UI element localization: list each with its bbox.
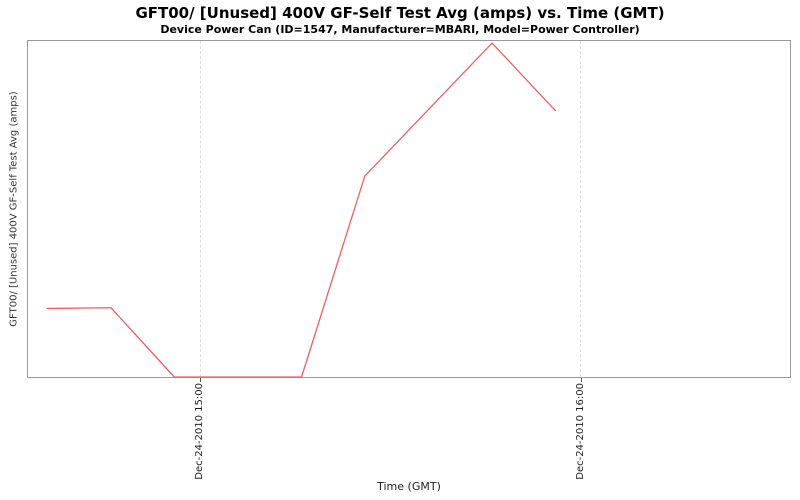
chart-title: GFT00/ [Unused] 400V GF-Self Test Avg (a… — [135, 4, 665, 22]
gridline — [580, 41, 582, 377]
series-svg — [28, 41, 790, 377]
x-axis-label: Time (GMT) — [377, 480, 441, 493]
y-axis-label: GFT00/ [Unused] 400V GF-Self Test Avg (a… — [8, 91, 20, 327]
x-tick-mark — [580, 378, 582, 382]
x-tick-mark — [199, 378, 201, 382]
chart-subtitle: Device Power Can (ID=1547, Manufacturer=… — [160, 23, 640, 36]
x-tick-label: Dec-24-2010 16:00 — [574, 383, 586, 480]
gridline — [200, 41, 202, 377]
plot-area — [27, 40, 791, 378]
x-tick-label: Dec-24-2010 15:00 — [193, 383, 205, 480]
series-line — [47, 43, 555, 377]
